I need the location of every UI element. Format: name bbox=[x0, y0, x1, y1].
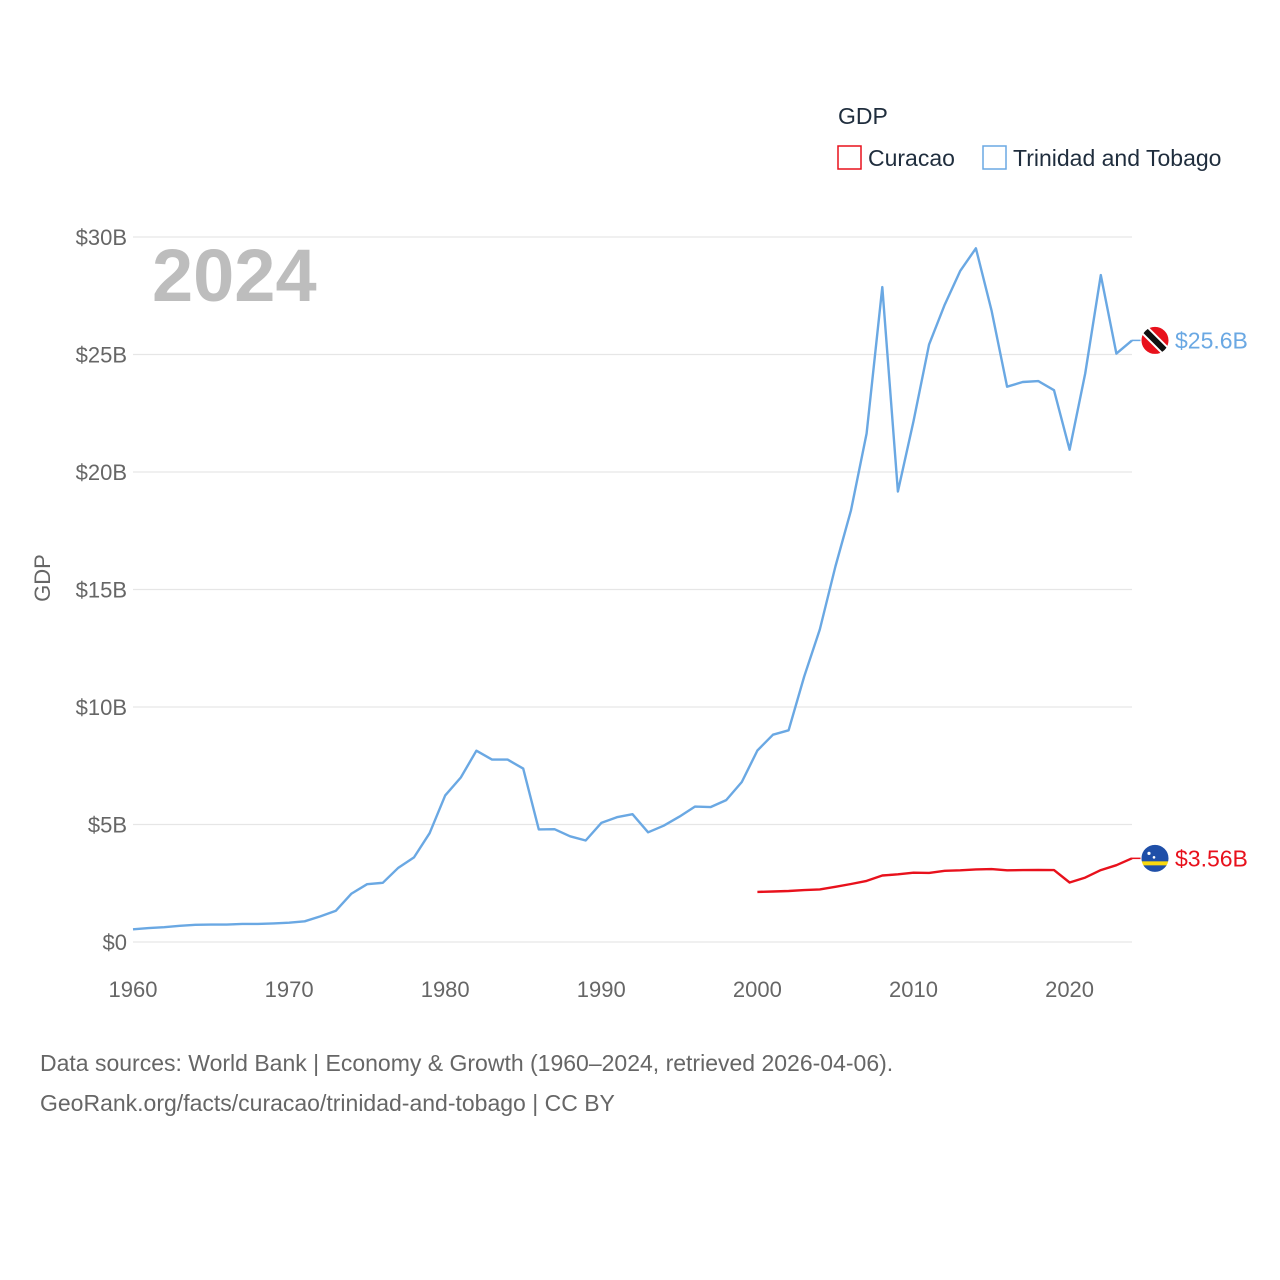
y-tick-label: $25B bbox=[76, 343, 127, 368]
y-tick-label: $30B bbox=[76, 225, 127, 250]
legend-swatch-curacao bbox=[837, 145, 862, 170]
end-value-label-curacao: $3.56B bbox=[1175, 845, 1248, 871]
x-tick-label: 2000 bbox=[733, 977, 782, 1002]
y-tick-label: $10B bbox=[76, 695, 127, 720]
legend-item-trinidad-and-tobago[interactable]: Trinidad and Tobago bbox=[982, 145, 1221, 171]
x-tick-label: 1980 bbox=[421, 977, 470, 1002]
y-tick-label: $20B bbox=[76, 460, 127, 485]
source-line-1: Data sources: World Bank | Economy & Gro… bbox=[40, 1050, 894, 1076]
legend-title: GDP bbox=[838, 103, 888, 129]
x-axis-ticks: 1960 1970 1980 1990 2000 2010 2020 bbox=[109, 977, 1095, 1002]
gridlines bbox=[133, 236, 1132, 943]
y-tick-label: $5B bbox=[88, 813, 127, 838]
x-tick-label: 1990 bbox=[577, 977, 626, 1002]
legend-label-curacao: Curacao bbox=[868, 145, 955, 171]
series-line-trinidad-and-tobago[interactable] bbox=[132, 247, 1133, 931]
y-axis-title: GDP bbox=[30, 554, 55, 602]
gdp-line-chart: $0$5B$10B$15B$20B$25B$30B 1960 1970 1980 19… bbox=[30, 103, 1248, 1002]
end-value-label-trinidad-and-tobago: $25.6B bbox=[1175, 327, 1248, 353]
legend-label-trinidad-and-tobago: Trinidad and Tobago bbox=[1013, 145, 1221, 171]
y-tick-label: $0 bbox=[103, 930, 127, 955]
series-end-markers: $25.6B $3.56B bbox=[1132, 325, 1248, 873]
y-axis-ticks: $0 $5B $10B $15B $20B $25B $30B bbox=[76, 225, 127, 955]
series-lines bbox=[132, 247, 1133, 931]
source-note: Data sources: World Bank | Economy & Gro… bbox=[40, 1043, 893, 1123]
year-label: 2024 bbox=[152, 234, 317, 317]
x-tick-label: 1970 bbox=[265, 977, 314, 1002]
curacao-flag-icon bbox=[1140, 843, 1170, 873]
trinidad-and-tobago-flag-icon bbox=[1140, 325, 1170, 355]
x-tick-label: 2010 bbox=[889, 977, 938, 1002]
series-line-curacao[interactable] bbox=[757, 857, 1133, 894]
x-tick-label: 2020 bbox=[1045, 977, 1094, 1002]
legend: GDP Curacao Trinidad and Tobago bbox=[837, 103, 1221, 171]
y-tick-label: $15B bbox=[76, 578, 127, 603]
legend-item-curacao[interactable]: Curacao bbox=[837, 145, 955, 171]
x-tick-label: 1960 bbox=[109, 977, 158, 1002]
source-line-2: GeoRank.org/facts/curacao/trinidad-and-t… bbox=[40, 1090, 615, 1116]
legend-swatch-trinidad-and-tobago bbox=[982, 145, 1007, 170]
